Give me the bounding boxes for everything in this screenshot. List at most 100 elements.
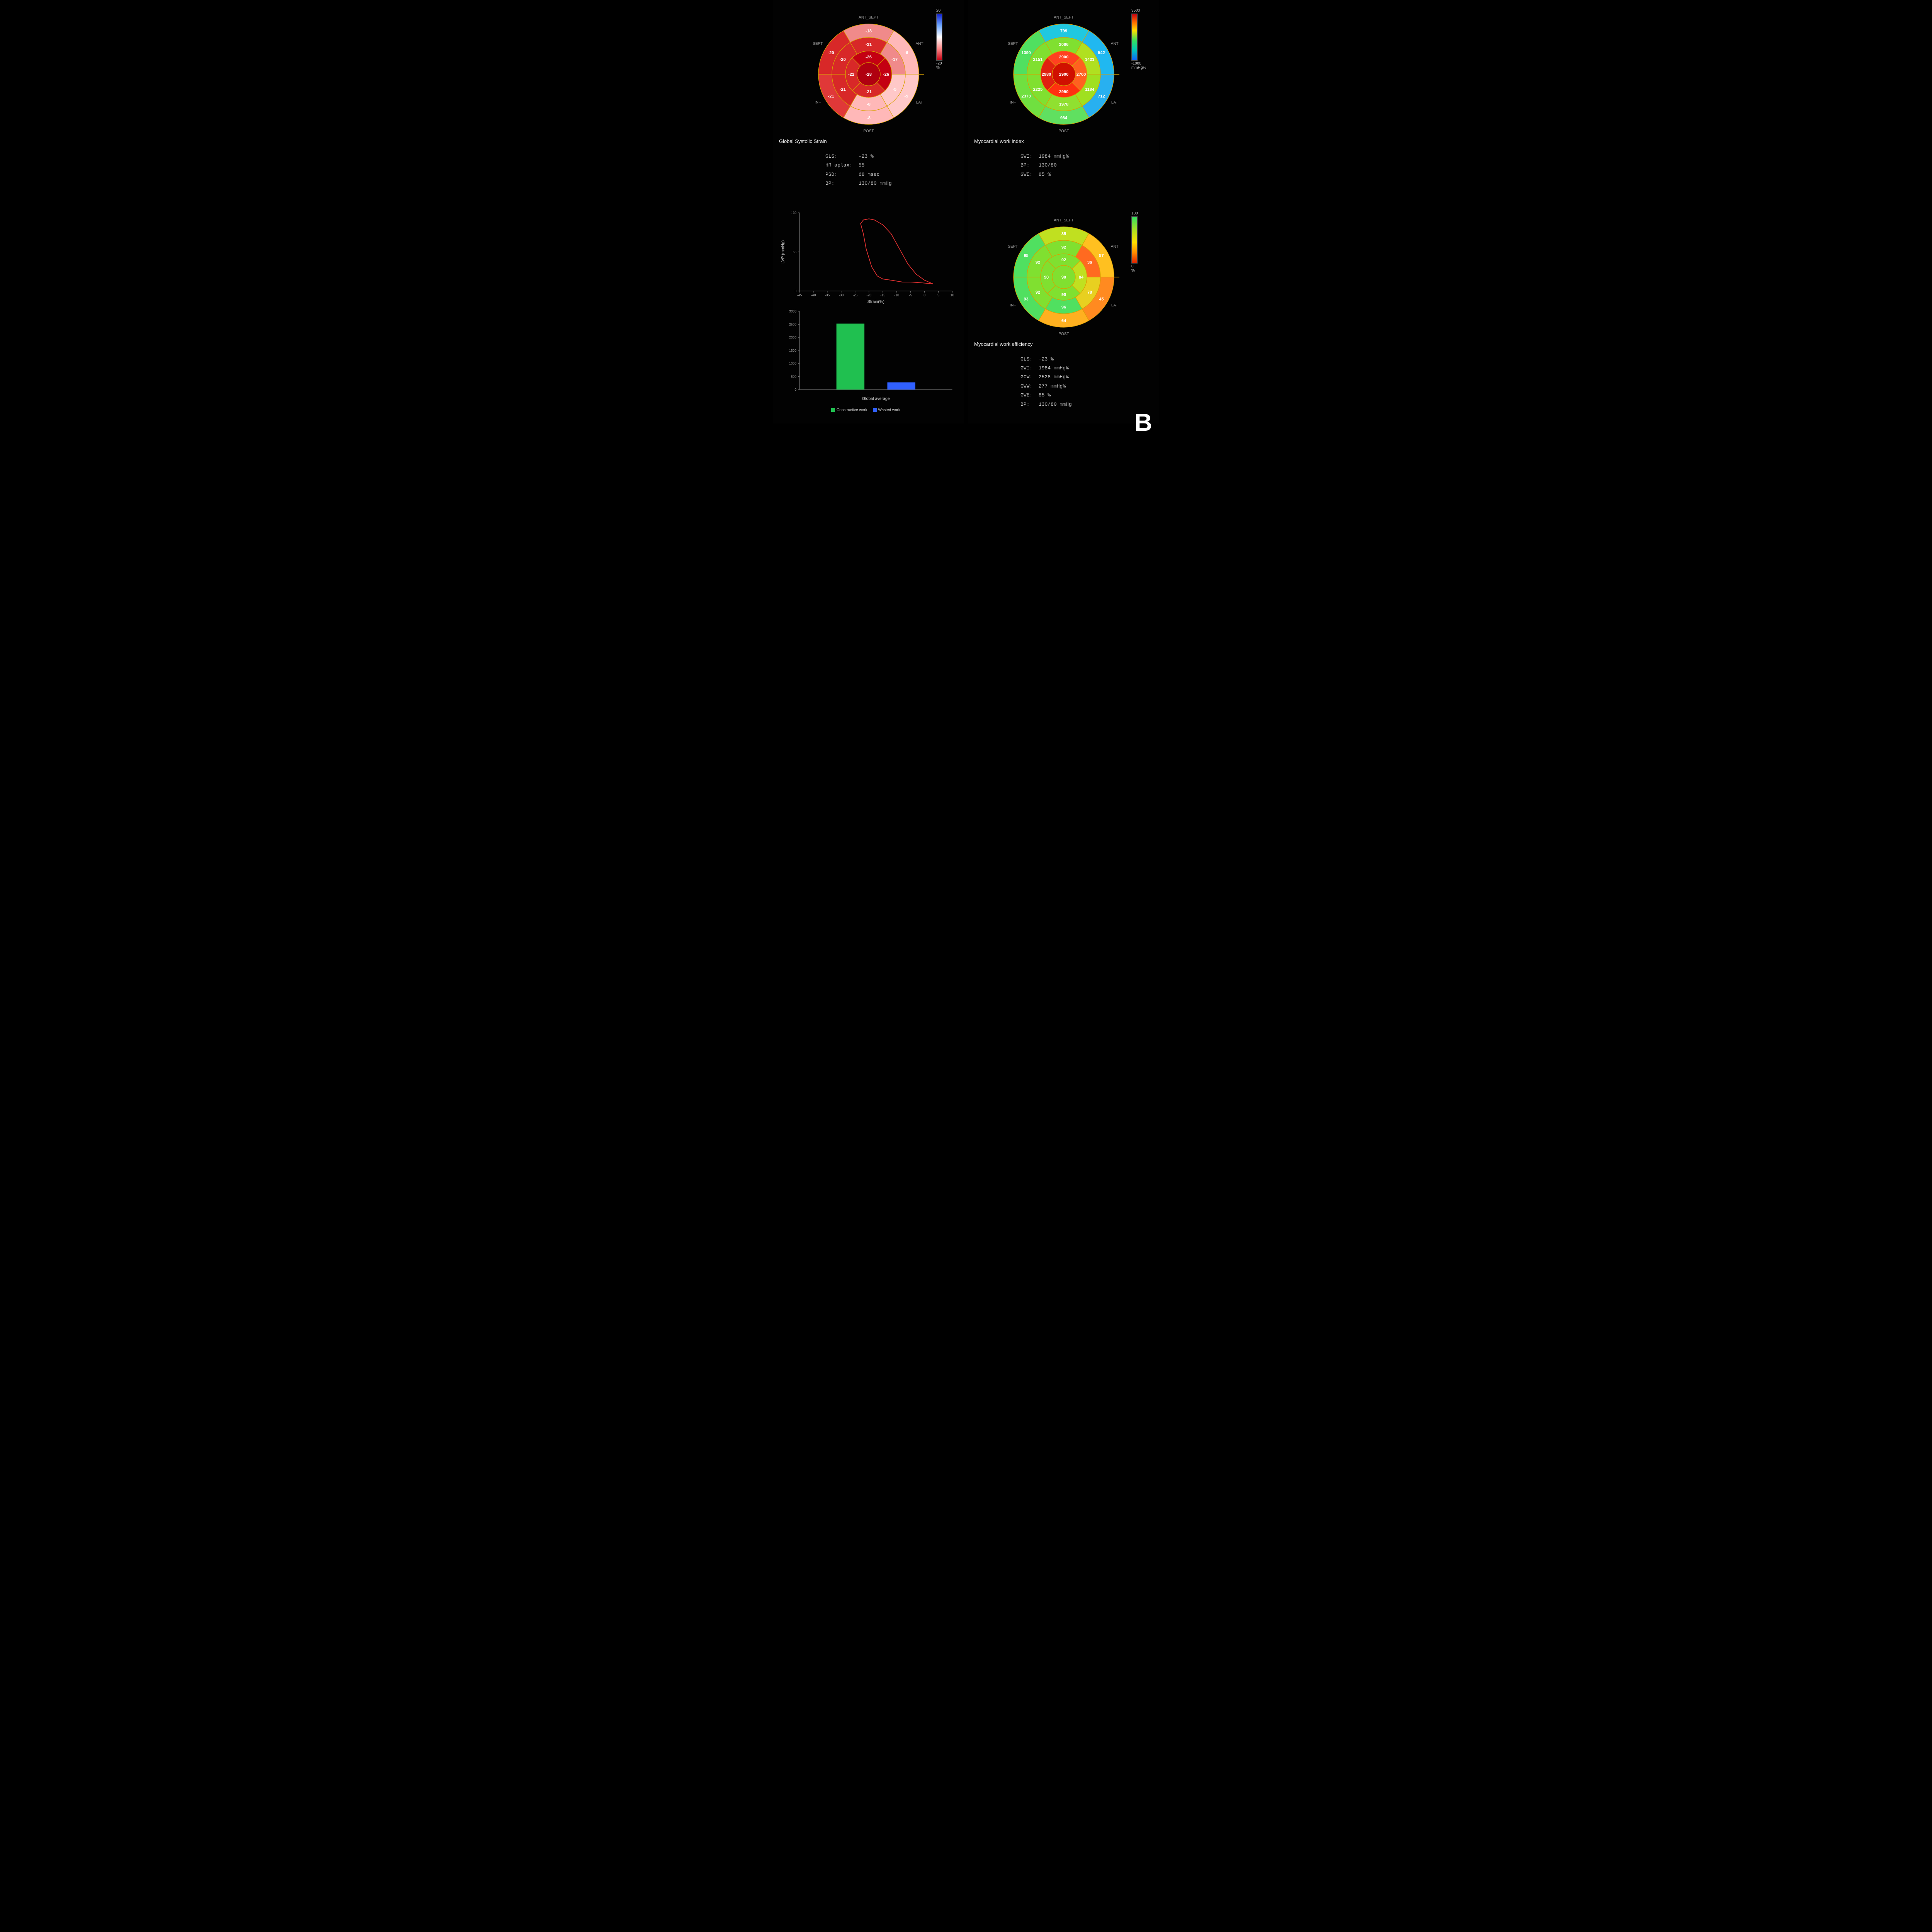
strain-title: Global Systolic Strain — [779, 138, 958, 144]
tick-label: 2000 — [789, 335, 796, 339]
colorbar-unit: mmHg% — [1131, 66, 1150, 70]
tick-label: 0 — [795, 388, 797, 391]
segment-value: -5 — [904, 94, 908, 99]
tick-label: 1500 — [789, 349, 796, 352]
segment-value: -26 — [866, 55, 872, 60]
bottom-row: -45-40-35-30-25-20-15-10-50510065130Stra… — [773, 203, 1159, 423]
segment-value: -18 — [866, 29, 872, 34]
segment-value: 2980 — [1041, 72, 1051, 77]
segment-value: 92 — [1061, 258, 1066, 262]
segment-value: -21 — [839, 87, 845, 92]
segment-value: 96 — [1061, 305, 1066, 310]
colorbar-unit: % — [1131, 269, 1150, 273]
segment-value: 2225 — [1033, 87, 1042, 92]
colorbar-top-label: 20 — [936, 9, 955, 13]
tick-label: 130 — [791, 211, 797, 214]
legend-label: Wasted work — [878, 408, 900, 412]
tick-label: -35 — [825, 293, 830, 297]
global-average-bar-chart: 050010001500200025003000Global average — [779, 308, 958, 405]
colorbar-bottom-label: -1000 — [1131, 61, 1150, 66]
work-index-colorbar: 3500 -1000 mmHg% — [1131, 9, 1150, 70]
work-index-bullseye-wrap: 7995427129842373139020861421118419782225… — [974, 5, 1153, 136]
segment-value: 1421 — [1085, 57, 1094, 62]
anat-label: INF — [815, 100, 821, 105]
segment-value: -21 — [866, 43, 872, 47]
anat-label: POST — [1058, 332, 1069, 336]
tick-label: 2500 — [789, 323, 796, 327]
strain-stats: GLS: -23 % HR aplax: 55 PSD: 68 msec BP:… — [779, 144, 958, 196]
tick-label: 0 — [795, 289, 797, 293]
tick-label: 500 — [791, 375, 797, 379]
anat-label: POST — [863, 129, 874, 133]
bar — [837, 324, 865, 390]
segment-value: -20 — [839, 57, 845, 62]
tick-label: -10 — [894, 293, 899, 297]
segment-value: 712 — [1098, 94, 1105, 99]
segment-value: 542 — [1098, 51, 1105, 55]
tick-label: -30 — [839, 293, 844, 297]
segment-value: -21 — [866, 90, 872, 94]
strain-bullseye-wrap: -18-6-5-8-21-20-21-17-5-8-21-20-26-26-21… — [779, 5, 958, 136]
segment-value: -8 — [867, 116, 871, 121]
efficiency-title: Myocardial work efficiency — [974, 341, 1153, 347]
segment-value: -22 — [848, 72, 854, 77]
efficiency-bullseye-wrap: 8557456493959236789692929284909090ANT_SE… — [974, 207, 1153, 339]
legend-swatch — [831, 408, 835, 412]
y-axis-label: LVP (mmHg) — [781, 240, 786, 263]
anat-label: ANT_SEPT — [1054, 218, 1074, 223]
pv-loop-chart: -45-40-35-30-25-20-15-10-50510065130Stra… — [779, 209, 958, 306]
anat-label: LAT — [916, 100, 923, 105]
segment-value: 84 — [1078, 275, 1083, 280]
legend-item: Constructive work — [831, 408, 867, 412]
segment-value: -17 — [891, 57, 898, 62]
tick-label: 65 — [793, 250, 797, 253]
anat-label: SEPT — [813, 42, 823, 46]
legend-label: Constructive work — [837, 408, 867, 412]
colorbar-bottom-label: -20 — [936, 61, 955, 66]
segment-value: -26 — [883, 72, 889, 77]
figure-letter: B — [1134, 408, 1152, 437]
efficiency-bullseye: 8557456493959236789692929284909090ANT_SE… — [998, 207, 1129, 339]
bar-chart-legend: Constructive work Wasted work — [779, 408, 958, 412]
segment-value: -21 — [828, 94, 834, 99]
segment-value: 984 — [1060, 116, 1067, 121]
strain-bullseye: -18-6-5-8-21-20-21-17-5-8-21-20-26-26-21… — [803, 5, 934, 136]
segment-value: 90 — [1061, 293, 1066, 297]
tick-label: -15 — [880, 293, 885, 297]
pv-loop-curve — [861, 219, 933, 284]
anat-label: ANT — [1111, 245, 1118, 249]
anat-label: ANT_SEPT — [1054, 15, 1074, 20]
colorbar-bottom-label: 0 — [1131, 264, 1150, 269]
segment-value: 78 — [1087, 290, 1092, 294]
tick-label: 0 — [923, 293, 925, 297]
colorbar-gradient — [936, 14, 942, 61]
tick-label: -45 — [797, 293, 802, 297]
x-axis-label: Strain(%) — [867, 299, 884, 304]
segment-value: 64 — [1061, 318, 1066, 323]
anat-label: LAT — [1111, 303, 1118, 308]
segment-value: -6 — [904, 51, 908, 55]
anat-label: ANT — [915, 42, 923, 46]
tick-label: -20 — [867, 293, 872, 297]
top-row: -18-6-5-8-21-20-21-17-5-8-21-20-26-26-21… — [773, 0, 1159, 203]
segment-value: 2086 — [1059, 43, 1068, 47]
segment-value: 95 — [1024, 253, 1028, 258]
segment-value: 57 — [1099, 253, 1104, 258]
work-index-bullseye: 7995427129842373139020861421118419782225… — [998, 5, 1129, 136]
colorbar-top-label: 100 — [1131, 211, 1150, 216]
anat-label: INF — [1010, 100, 1016, 105]
segment-value: 45 — [1099, 297, 1104, 301]
panel-strain: -18-6-5-8-21-20-21-17-5-8-21-20-26-26-21… — [773, 0, 964, 203]
segment-value: 799 — [1060, 29, 1067, 34]
tick-label: 1000 — [789, 362, 796, 366]
segment-value: 2151 — [1033, 57, 1042, 62]
segment-value: 2950 — [1059, 90, 1068, 94]
work-index-title: Myocardial work index — [974, 138, 1153, 144]
anat-label: SEPT — [1008, 42, 1018, 46]
segment-value: 90 — [1061, 275, 1066, 280]
segment-value: 92 — [1035, 260, 1040, 265]
anat-label: INF — [1010, 303, 1016, 308]
strain-colorbar: 20 -20 % — [936, 9, 955, 70]
segment-value: -20 — [828, 51, 834, 55]
segment-value: 1184 — [1085, 87, 1095, 92]
